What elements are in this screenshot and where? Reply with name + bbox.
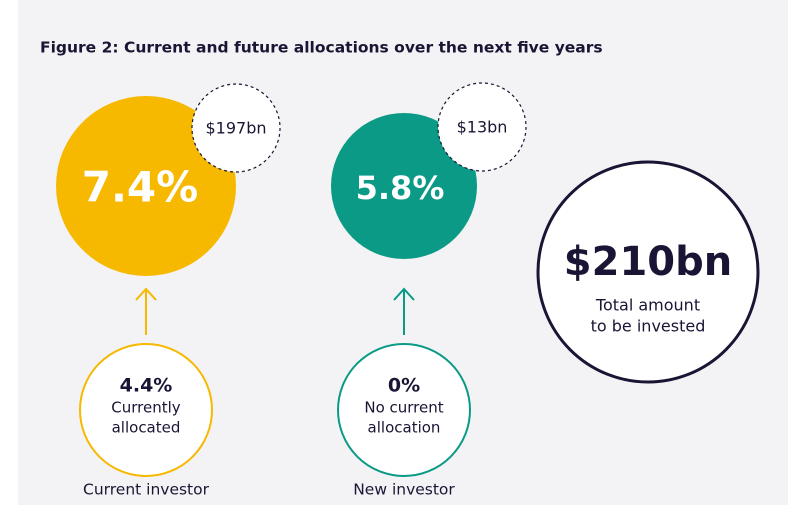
current-note: No current bbox=[364, 399, 443, 417]
future-circle bbox=[331, 113, 477, 259]
current-note: allocated bbox=[112, 419, 181, 437]
current-note: Currently bbox=[111, 399, 181, 417]
total-circle bbox=[536, 160, 760, 384]
future-share: 7.4% bbox=[82, 163, 198, 212]
figure-title: Figure 2: Current and future allocations… bbox=[40, 39, 603, 57]
current-circle bbox=[337, 343, 471, 477]
future-amount: $13bn bbox=[457, 118, 508, 137]
total-amount: $210bn bbox=[564, 239, 732, 285]
group-label: New investor bbox=[353, 481, 455, 499]
future-amount: $197bn bbox=[205, 119, 266, 138]
group-label: Current investor bbox=[83, 481, 210, 499]
amount-circle bbox=[191, 83, 281, 173]
total-note: to be invested bbox=[591, 317, 706, 336]
arrow-head bbox=[135, 287, 157, 301]
current-circle bbox=[79, 343, 213, 477]
current-share: 4.4% bbox=[120, 375, 173, 397]
current-note: allocation bbox=[368, 419, 441, 437]
amount-circle bbox=[437, 82, 527, 172]
arrow-head bbox=[393, 287, 415, 301]
total-note: Total amount bbox=[595, 296, 700, 315]
future-share: 5.8% bbox=[356, 169, 445, 207]
future-circle bbox=[56, 96, 236, 276]
current-share: 0% bbox=[388, 375, 420, 397]
